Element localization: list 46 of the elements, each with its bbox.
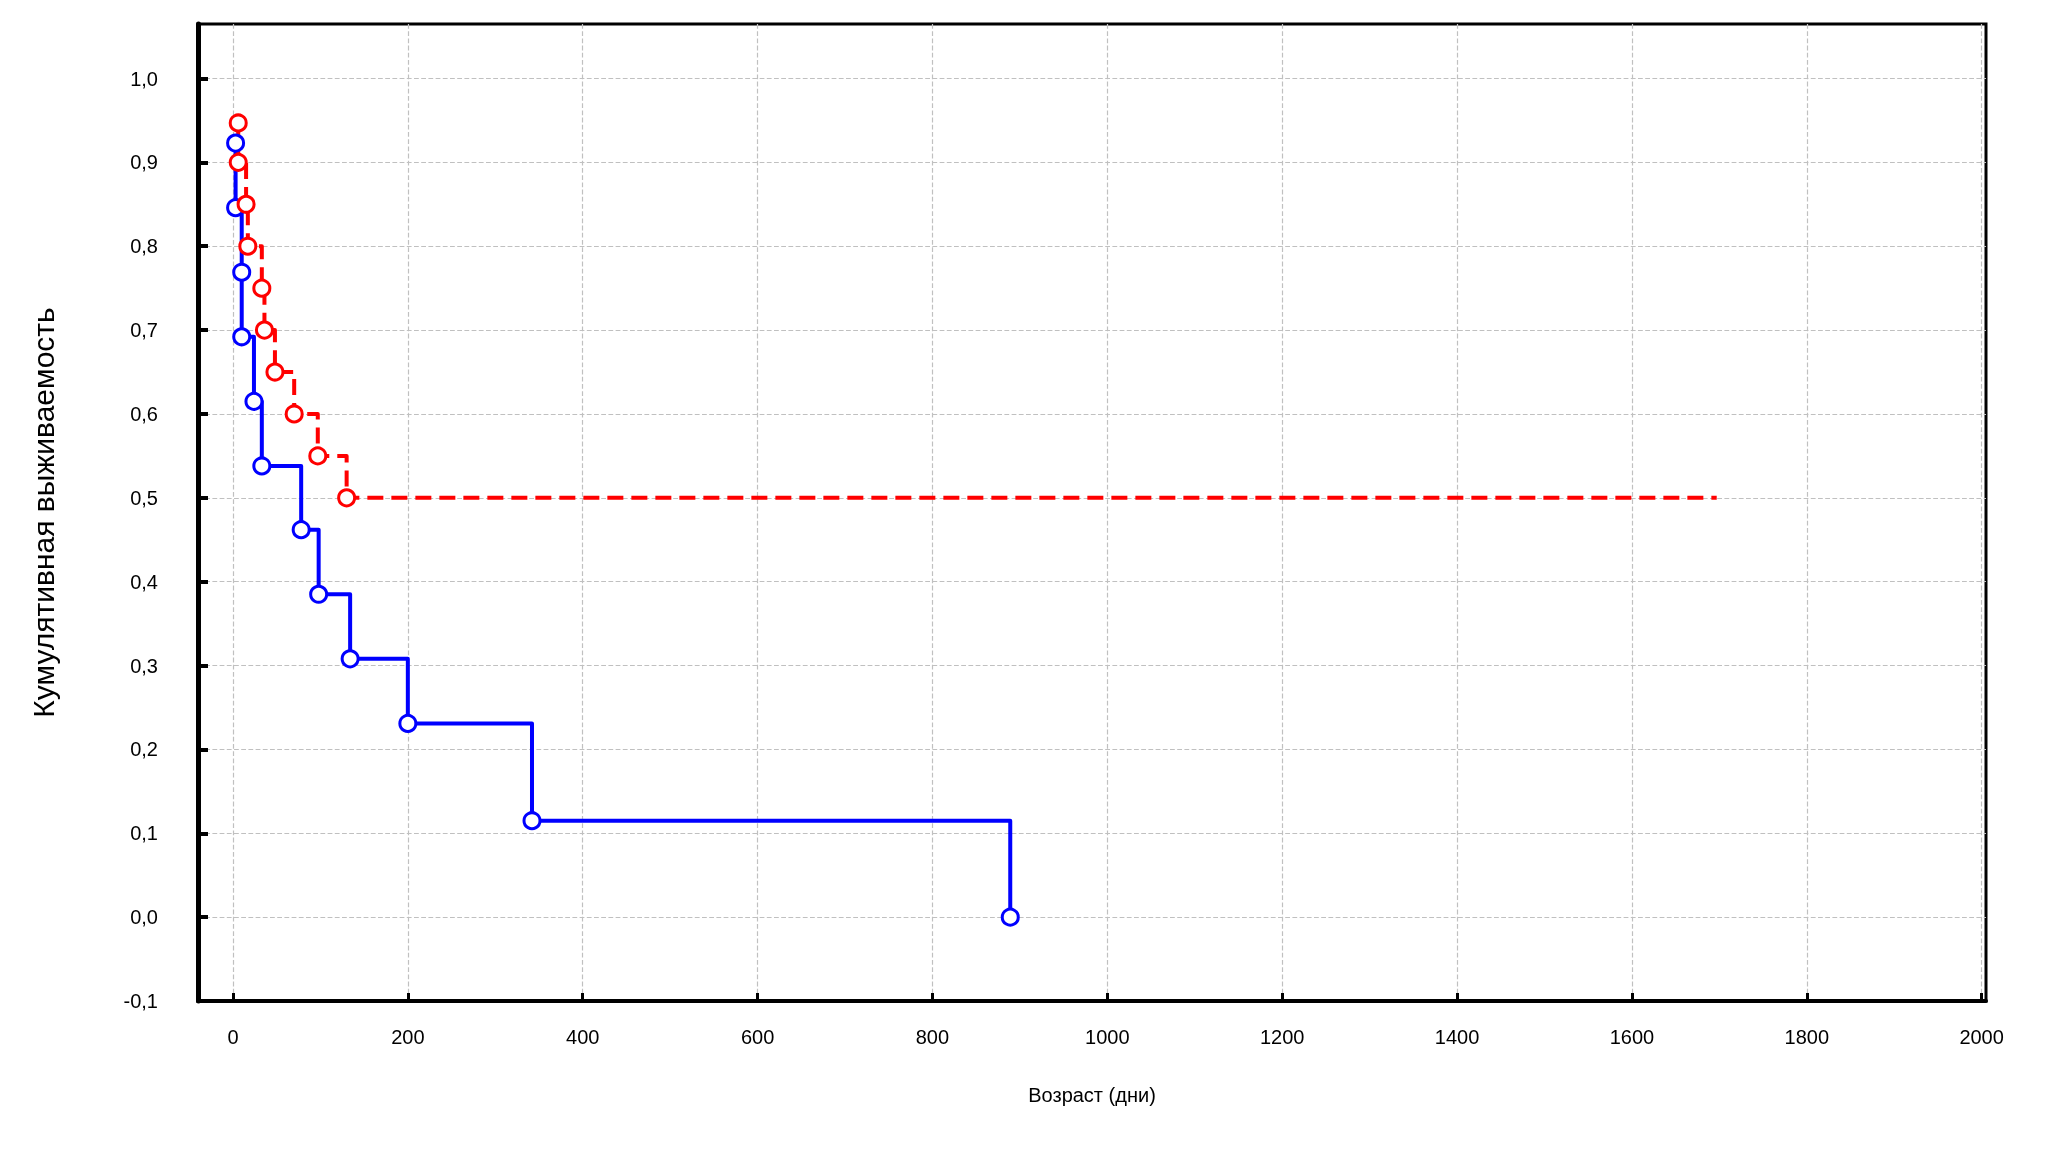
point (309, 584, 329, 604)
x-tick-label: 1600 (1609, 1026, 1655, 1048)
point (522, 811, 542, 831)
point (252, 456, 272, 476)
y-tick-label: 0,3 (130, 654, 158, 677)
point (291, 520, 311, 540)
y-tick-label: 0,0 (130, 906, 158, 929)
x-tick-label: 1200 (1259, 1026, 1305, 1048)
point (337, 488, 357, 508)
x-tick-label: 0 (227, 1026, 239, 1048)
point (1000, 907, 1020, 927)
point (340, 649, 360, 669)
point (238, 236, 258, 256)
y-tick-label: 0,9 (130, 151, 158, 174)
point (236, 194, 256, 214)
y-tick-label: 1,0 (130, 67, 158, 90)
point (254, 320, 274, 340)
point (284, 404, 304, 424)
y-tick-label: 0,8 (130, 235, 158, 258)
x-tick-label: 600 (740, 1026, 775, 1048)
point (308, 446, 328, 466)
y-tick-label: 0,1 (130, 822, 158, 845)
point (228, 152, 248, 172)
y-tick-label: 0,5 (130, 486, 158, 509)
point (252, 278, 272, 298)
point (228, 113, 248, 133)
point (226, 133, 246, 153)
point (232, 327, 252, 347)
x-tick-label: 1800 (1784, 1026, 1830, 1048)
y-axis-title: Кумулятивная выживаемость (26, 307, 60, 718)
x-tick-label: 400 (566, 1026, 600, 1048)
x-tick-label: 1400 (1434, 1026, 1480, 1048)
y-tick-label: -0,1 (123, 990, 158, 1012)
point (232, 262, 252, 282)
point (398, 713, 418, 733)
y-tick-label: 0,4 (130, 570, 158, 593)
point (244, 391, 264, 411)
y-tick-label: 0,6 (130, 402, 158, 425)
point (265, 362, 285, 382)
x-tick-label: 800 (915, 1026, 950, 1048)
x-axis-title: Возраст (дни) (1028, 1084, 1156, 1106)
y-tick-label: 0,2 (130, 738, 158, 761)
x-tick-label: 1000 (1085, 1026, 1130, 1048)
y-tick-label: 0,7 (130, 319, 158, 342)
x-tick-label: 2000 (1959, 1026, 2004, 1048)
x-tick-label: 200 (391, 1026, 425, 1048)
